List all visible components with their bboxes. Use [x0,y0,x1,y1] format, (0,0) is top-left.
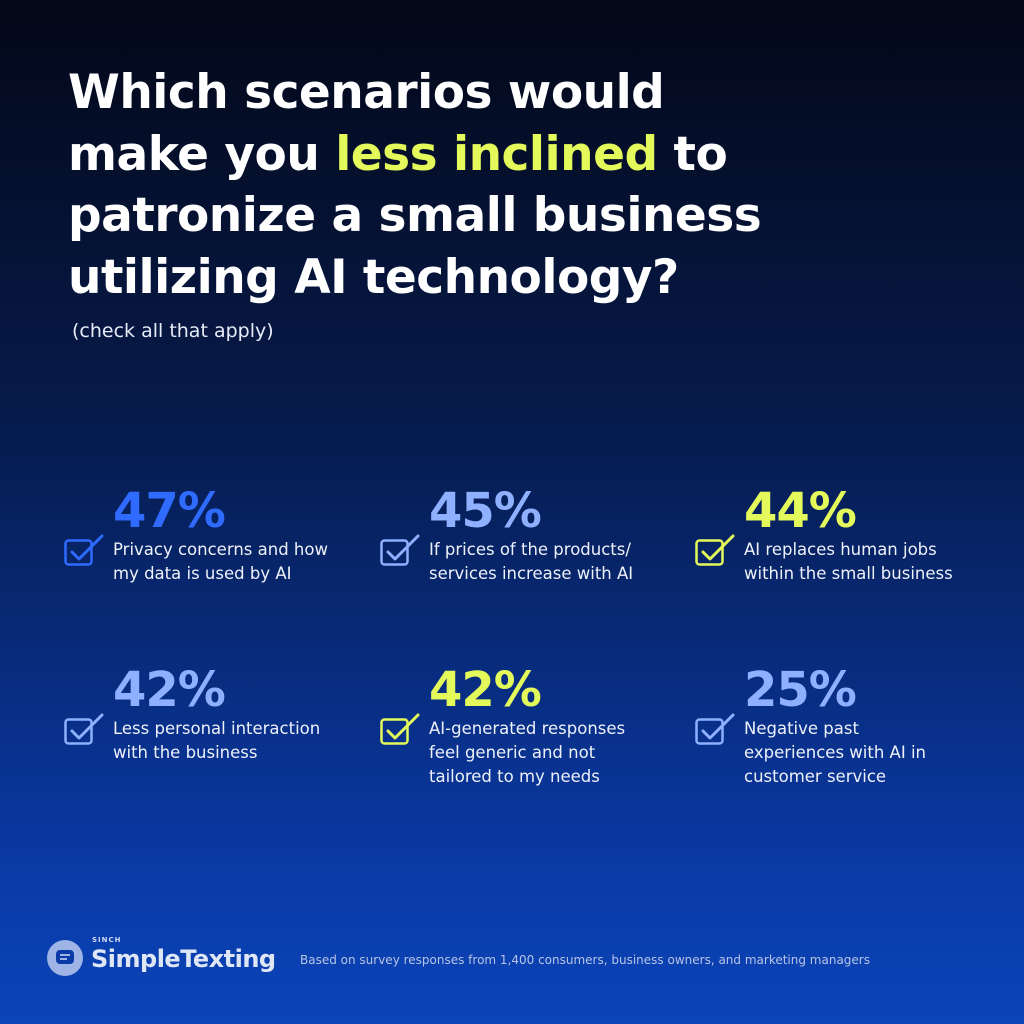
percent: 42% [429,662,542,718]
checkbox [64,713,104,745]
percent: 25% [744,662,857,718]
title: Which scenarios would make you less incli… [68,62,762,309]
description: Less personal interaction with the busine… [113,717,320,765]
description-line: Privacy concerns and how [113,540,328,559]
description-line: AI replaces human jobs [744,540,937,559]
checkbox [695,534,735,566]
title-text: to [657,126,728,182]
title-text: Which scenarios would [68,65,665,120]
description-line: within the small business [744,564,953,583]
percent: 42% [113,662,226,718]
description: If prices of the products/services incre… [429,538,633,586]
description-line: customer service [744,767,887,786]
checkmark [701,713,735,740]
checkmark [386,534,420,561]
checkbox [380,713,420,745]
subtitle: (check all that apply) [72,320,274,342]
percent: 45% [429,483,542,539]
description-line: AI-generated responses [429,719,626,738]
description-line: my data is used by AI [113,564,292,583]
description-line: Less personal interaction [113,719,321,738]
description: AI-generated responses feel generic and n… [429,717,625,789]
title-line: make you less inclined to [68,124,761,186]
description-line: tailored to my needs [429,767,600,786]
description: AI replaces human jobs within the small b… [744,538,953,586]
title-text: utilizing AI technology? [68,249,679,305]
checkmark [701,534,735,561]
title-line: Which scenarios would [68,62,761,124]
title-line: utilizing AI technology? [68,247,761,309]
description: Privacy concerns and how my data is used … [113,538,328,586]
checkmark [386,713,420,740]
percent: 47% [113,483,226,539]
title-highlight: less inclined [335,126,658,182]
checkmark [70,534,104,561]
checkbox-frame [695,718,724,745]
description-line: If prices of the products/ [429,540,631,559]
title-line: patronize a small business [68,185,762,247]
checkbox [695,713,735,745]
checkbox [64,534,104,566]
logo [47,940,83,976]
title-text: patronize a small business [68,188,762,243]
description: Negative past experiences with AI in custo… [744,717,926,789]
description-line: with the business [113,743,258,762]
checkbox-frame [380,539,409,566]
description-line: experiences with AI in [744,743,926,762]
brand-small: SINCH [92,936,122,944]
percent: 44% [744,483,857,539]
title-text: make you [68,126,336,182]
checkbox-frame [64,539,93,566]
checkbox [380,534,420,566]
footnote: Based on survey responses from 1,400 con… [300,953,870,967]
checkbox-frame [64,718,93,745]
checkmark [70,713,104,740]
logo-bubble [56,950,74,964]
brand: SimpleTexting [91,945,276,973]
checkbox-frame [695,539,724,566]
description-line: Negative past [744,719,859,738]
description-line: services increase with AI [429,564,634,583]
description-line: feel generic and not [429,743,596,762]
checkbox-frame [380,718,409,745]
